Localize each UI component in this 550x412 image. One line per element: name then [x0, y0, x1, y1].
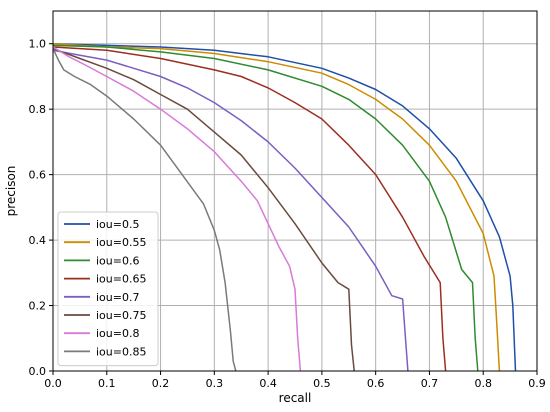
axis-ticks: 0.0 0.1 0.2 0.3 0.4 0.5 0.6 0.7 0.8 0.9 0.0 0.2 0.4 0… — [29, 38, 546, 390]
legend-box — [57, 211, 159, 367]
y-axis-label: precison — [4, 166, 18, 217]
series-line-iou-0-8 — [52, 46, 302, 372]
series-line-iou-0-75 — [52, 47, 355, 372]
y-tick-label: 1.0 — [29, 38, 47, 51]
series-line-iou-0-5 — [52, 42, 517, 372]
series-line-iou-0-7 — [52, 49, 409, 372]
series-line-iou-0-65 — [52, 46, 447, 372]
y-tick-label: 0.4 — [29, 234, 47, 247]
legend-entry: iou=0.75 — [96, 309, 146, 322]
legend: iou=0.5 iou=0.55 iou=0.6 iou=0.65 iou=0.7 iou… — [57, 211, 159, 367]
y-tick-label: 0.0 — [29, 365, 47, 378]
legend-entry: iou=0.8 — [96, 327, 139, 340]
plot-frame — [52, 10, 538, 372]
legend-entry: iou=0.65 — [96, 273, 146, 286]
series-line-iou-0-85 — [52, 48, 237, 372]
legend-entry: iou=0.6 — [96, 254, 139, 267]
legend-entry: iou=0.85 — [96, 345, 146, 358]
y-tick-label: 0.8 — [29, 103, 47, 116]
legend-entry: iou=0.7 — [96, 291, 139, 304]
series-lines — [52, 42, 517, 372]
x-tick-label: 0.2 — [152, 377, 170, 390]
x-tick-label: 0.9 — [528, 377, 546, 390]
y-tick-label: 0.2 — [29, 300, 47, 313]
x-tick-label: 0.5 — [313, 377, 331, 390]
x-tick-label: 0.0 — [44, 377, 62, 390]
series-line-iou-0-55 — [52, 42, 501, 372]
series-line-iou-0-6 — [52, 44, 479, 372]
x-tick-label: 0.3 — [206, 377, 224, 390]
x-tick-label: 0.7 — [421, 377, 439, 390]
x-axis-label: recall — [279, 391, 312, 405]
legend-entry: iou=0.55 — [96, 236, 146, 249]
y-tick-label: 0.6 — [29, 169, 47, 182]
x-tick-label: 0.4 — [259, 377, 277, 390]
legend-entry: iou=0.5 — [96, 218, 139, 231]
x-tick-label: 0.8 — [474, 377, 492, 390]
x-tick-label: 0.6 — [367, 377, 385, 390]
x-tick-label: 0.1 — [98, 377, 116, 390]
